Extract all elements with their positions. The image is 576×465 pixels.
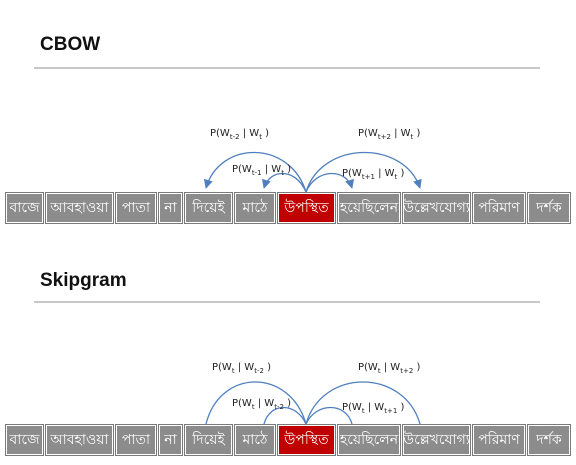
cbow-arc-left1 [262,172,307,193]
cbow-token: হয়েছিলেন [337,192,401,224]
skipgram-token: না [158,424,183,456]
skipgram-token: আবহাওয়া [45,424,114,456]
cbow-token: না [158,192,183,224]
skipgram-token: উল্লেখযোগ্য [402,424,471,456]
cbow-label-left2: P(Wt-2 | Wt ) [210,128,269,141]
cbow-title: CBOW [40,34,101,55]
cbow-token: দিয়েই [184,192,233,224]
cbow-label-right1: P(Wt+1 | Wt ) [342,168,404,181]
cbow-arc-left2 [203,151,307,193]
cbow-token: আবহাওয়া [45,192,114,224]
cbow-divider [34,67,540,69]
skipgram-token: বাজে [5,424,44,456]
cbow-label-left1: P(Wt-1 | Wt ) [232,164,291,177]
skipgram-token: দর্শক [527,424,571,456]
skipgram-label-right2: P(Wt | Wt+2 ) [358,362,420,375]
skipgram-label-left1: P(Wt | Wt-2 ) [232,398,291,411]
skipgram-token: হয়েছিলেন [337,424,401,456]
skipgram-arc-left2 [205,381,307,425]
skipgram-token: পাতা [115,424,157,456]
skipgram-arc-right2 [305,381,421,425]
cbow-token: বাজে [5,192,44,224]
cbow-token: পরিমাণ [472,192,526,224]
skipgram-token: দিয়েই [184,424,233,456]
skipgram-token: পরিমাণ [472,424,526,456]
skipgram-token: মাঠে [234,424,276,456]
skipgram-arc-right1 [305,407,353,425]
cbow-token: পাতা [115,192,157,224]
skipgram-center-token: উপস্থিত [277,424,336,456]
cbow-arc-right1 [305,172,354,193]
cbow-label-right2: P(Wt+2 | Wt ) [358,128,420,141]
skipgram-arc-left1 [263,407,307,425]
cbow-token: মাঠে [234,192,276,224]
cbow-token: উল্লেখযোগ্য [402,192,471,224]
skipgram-divider [34,301,540,303]
cbow-token: দর্শক [527,192,571,224]
skipgram-label-right1: P(Wt | Wt+1 ) [342,402,404,415]
cbow-arc-right2 [305,151,422,193]
cbow-center-token: উপস্থিত [277,192,336,224]
skipgram-label-left2: P(Wt | Wt-2 ) [212,362,271,375]
skipgram-title: Skipgram [40,270,127,291]
